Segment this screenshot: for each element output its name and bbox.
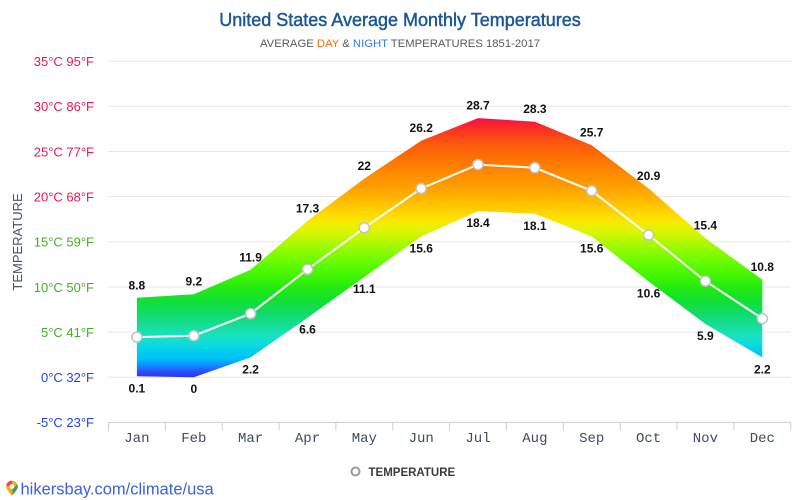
svg-text:28.3: 28.3 bbox=[523, 102, 547, 116]
svg-text:15.6: 15.6 bbox=[580, 241, 604, 255]
svg-text:Jul: Jul bbox=[465, 431, 490, 447]
svg-text:20.9: 20.9 bbox=[637, 169, 661, 183]
svg-text:8.8: 8.8 bbox=[129, 278, 146, 292]
svg-text:10°C 50°F: 10°C 50°F bbox=[34, 280, 94, 295]
svg-text:-5°C 23°F: -5°C 23°F bbox=[37, 415, 94, 430]
svg-text:Apr: Apr bbox=[295, 431, 320, 447]
svg-text:10.8: 10.8 bbox=[751, 260, 775, 274]
svg-text:AVERAGE DAY & NIGHT TEMPERATUR: AVERAGE DAY & NIGHT TEMPERATURES 1851-20… bbox=[260, 38, 540, 50]
svg-text:18.4: 18.4 bbox=[466, 216, 490, 230]
svg-text:28.7: 28.7 bbox=[466, 99, 490, 113]
svg-text:6.6: 6.6 bbox=[299, 323, 316, 337]
svg-text:TEMPERATURE: TEMPERATURE bbox=[369, 467, 456, 479]
svg-text:25°C 77°F: 25°C 77°F bbox=[34, 144, 94, 159]
svg-text:0°C 32°F: 0°C 32°F bbox=[41, 370, 94, 385]
svg-text:0.1: 0.1 bbox=[129, 381, 146, 395]
svg-text:Dec: Dec bbox=[750, 431, 775, 447]
svg-text:Feb: Feb bbox=[181, 431, 206, 447]
svg-text:5°C 41°F: 5°C 41°F bbox=[41, 325, 94, 340]
svg-text:Oct: Oct bbox=[636, 431, 661, 447]
svg-text:hikersbay.com/climate/usa: hikersbay.com/climate/usa bbox=[21, 481, 215, 499]
svg-text:Sep: Sep bbox=[579, 431, 604, 447]
svg-text:11.9: 11.9 bbox=[239, 250, 262, 264]
svg-text:0: 0 bbox=[190, 382, 197, 396]
svg-text:5.9: 5.9 bbox=[697, 329, 714, 343]
svg-text:United States Average Monthly: United States Average Monthly Temperatur… bbox=[219, 10, 581, 30]
svg-text:Mar: Mar bbox=[238, 431, 263, 447]
svg-text:18.1: 18.1 bbox=[523, 219, 547, 233]
svg-text:May: May bbox=[352, 431, 377, 447]
svg-text:30°C 86°F: 30°C 86°F bbox=[34, 99, 94, 114]
svg-text:Nov: Nov bbox=[693, 431, 718, 447]
svg-text:11.1: 11.1 bbox=[353, 282, 376, 296]
svg-text:Jan: Jan bbox=[124, 431, 149, 447]
svg-text:17.3: 17.3 bbox=[296, 202, 320, 216]
svg-text:20°C 68°F: 20°C 68°F bbox=[34, 189, 94, 204]
svg-text:15.6: 15.6 bbox=[410, 241, 434, 255]
svg-text:26.2: 26.2 bbox=[410, 121, 434, 135]
svg-text:35°C 95°F: 35°C 95°F bbox=[34, 54, 94, 69]
svg-text:15°C 59°F: 15°C 59°F bbox=[34, 235, 94, 250]
svg-text:Jun: Jun bbox=[409, 431, 434, 447]
svg-text:TEMPERATURE: TEMPERATURE bbox=[10, 193, 25, 291]
svg-text:Aug: Aug bbox=[522, 431, 547, 447]
svg-text:2.2: 2.2 bbox=[754, 362, 771, 376]
svg-text:22: 22 bbox=[358, 159, 372, 173]
svg-text:15.4: 15.4 bbox=[694, 219, 718, 233]
svg-text:2.2: 2.2 bbox=[242, 362, 259, 376]
svg-text:10.6: 10.6 bbox=[637, 287, 661, 301]
svg-text:25.7: 25.7 bbox=[580, 126, 604, 140]
svg-text:9.2: 9.2 bbox=[185, 275, 202, 289]
